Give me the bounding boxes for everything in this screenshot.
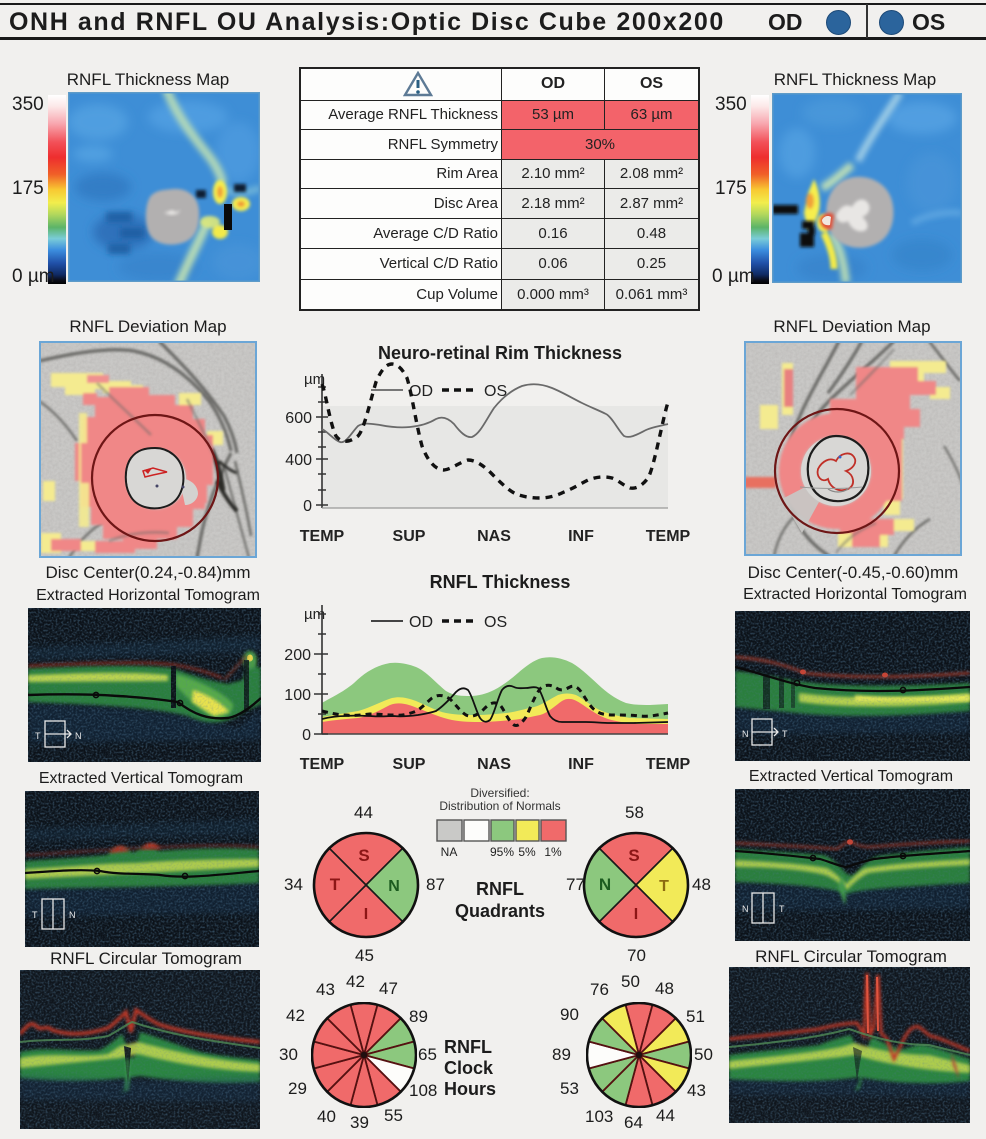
svg-text:N: N [388,878,400,895]
svg-text:NAS: NAS [477,756,511,773]
svg-text:N: N [69,910,76,920]
svg-text:µm: µm [304,606,325,623]
svg-text:400: 400 [285,452,312,469]
svg-text:TEMP: TEMP [646,528,691,545]
svg-text:INF: INF [568,756,594,773]
svg-text:1%: 1% [544,845,562,859]
svg-text:OS: OS [484,614,507,631]
svg-text:S: S [628,846,639,865]
svg-text:N: N [599,875,611,894]
svg-text:95%: 95% [490,845,514,859]
svg-text:S: S [358,846,369,865]
svg-text:0: 0 [303,498,312,515]
svg-text:200: 200 [284,647,311,664]
svg-text:N: N [742,904,749,914]
svg-text:N: N [75,731,82,741]
svg-text:T: T [779,904,785,914]
svg-text:N: N [742,729,749,739]
svg-text:TEMP: TEMP [646,756,691,773]
svg-text:I: I [364,906,368,923]
svg-text:NA: NA [441,845,458,859]
svg-text:T: T [35,731,41,741]
svg-text:T: T [330,875,341,894]
svg-text:INF: INF [568,528,594,545]
svg-text:OD: OD [409,383,433,400]
svg-text:600: 600 [285,410,312,427]
svg-text:SUP: SUP [393,528,426,545]
svg-text:5%: 5% [518,845,536,859]
svg-text:µm: µm [304,371,325,388]
svg-text:T: T [659,878,669,895]
svg-text:100: 100 [284,687,311,704]
svg-text:I: I [634,906,638,923]
svg-text:0: 0 [302,727,311,744]
svg-text:TEMP: TEMP [300,756,345,773]
svg-text:OS: OS [484,383,507,400]
svg-text:OD: OD [409,614,433,631]
svg-text:SUP: SUP [393,756,426,773]
svg-text:TEMP: TEMP [300,528,345,545]
svg-text:NAS: NAS [477,528,511,545]
svg-text:T: T [32,910,38,920]
svg-text:T: T [782,729,788,739]
